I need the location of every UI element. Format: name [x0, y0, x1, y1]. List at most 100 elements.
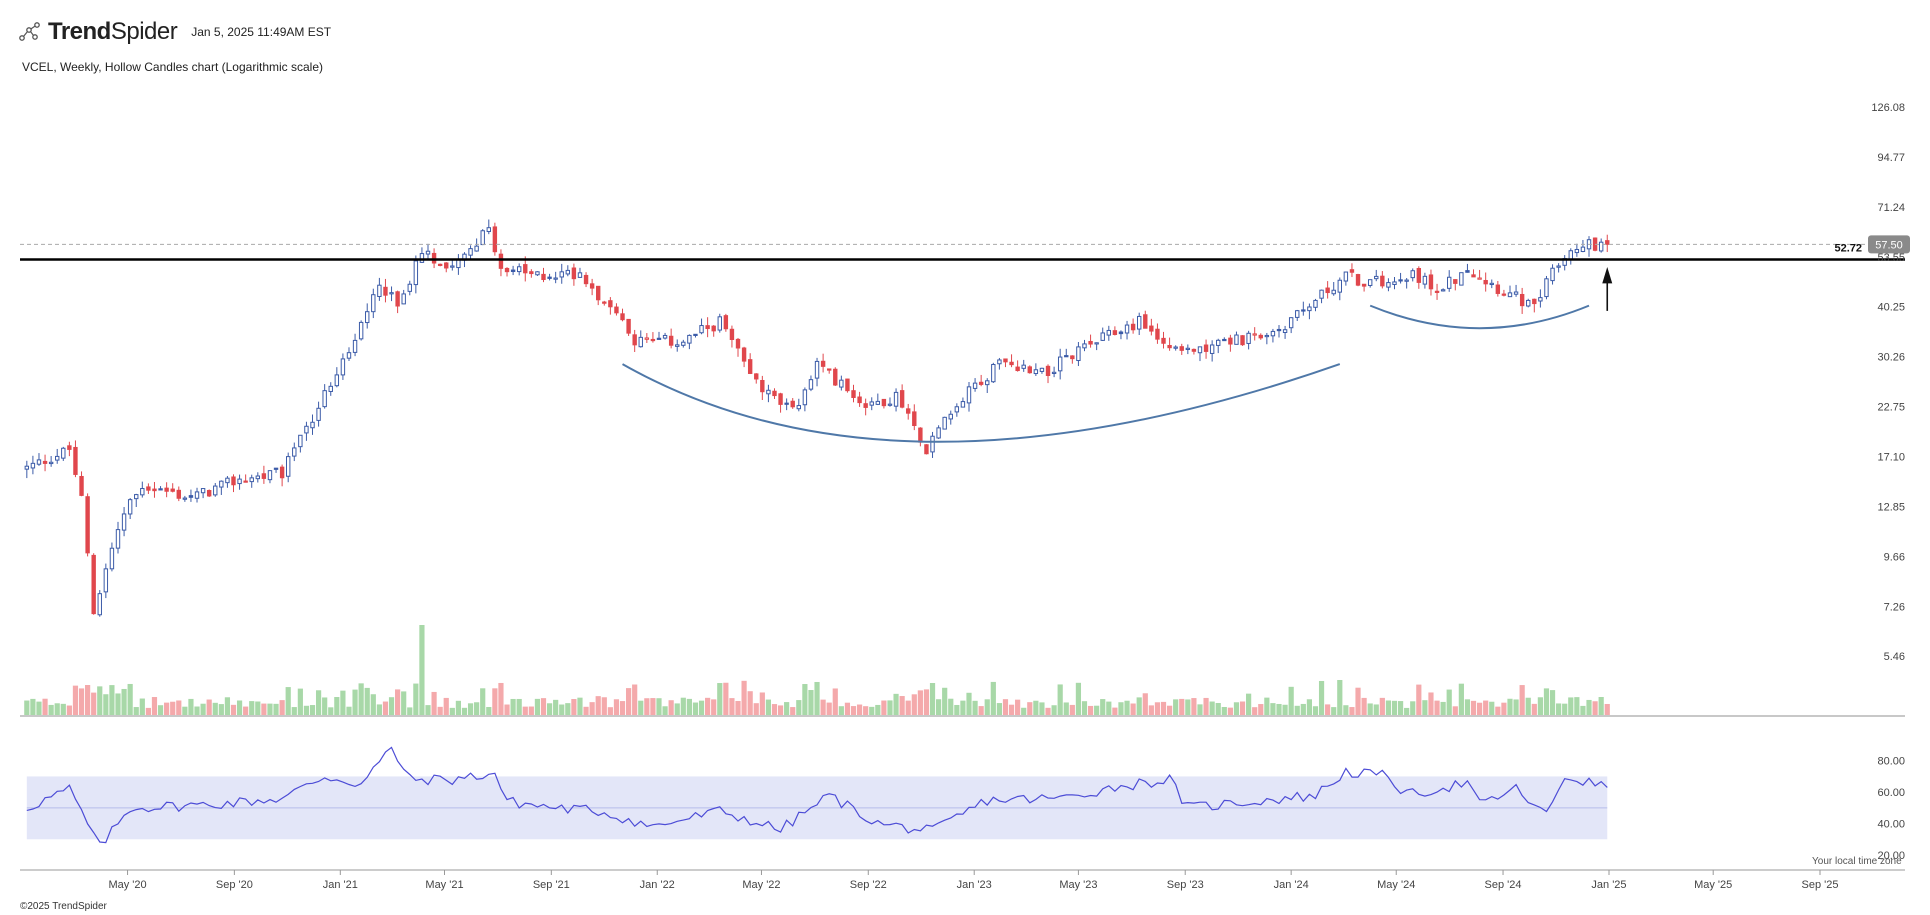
up-arrow-icon	[1602, 267, 1613, 284]
volume-bar	[72, 685, 79, 715]
price-tick-label: 9.66	[1884, 551, 1905, 563]
candle-body	[1057, 356, 1063, 372]
volume-bar	[1057, 684, 1063, 715]
candle-body	[1337, 279, 1342, 293]
volume-bar	[115, 693, 121, 715]
candle-body	[213, 485, 218, 496]
volume-bar	[1264, 697, 1270, 715]
volume-bar	[917, 690, 923, 715]
volume-bar	[364, 687, 370, 715]
candle-body	[1209, 344, 1215, 354]
volume-bar	[747, 691, 753, 715]
candle-body	[802, 389, 808, 406]
x-tick-label: Jan '22	[640, 879, 675, 891]
volume-bar	[565, 703, 571, 715]
candle-body	[188, 495, 194, 498]
volume-bar	[607, 707, 613, 715]
volume-bar	[820, 699, 826, 715]
volume-bar	[668, 700, 674, 715]
candle-body	[134, 494, 139, 500]
volume-bar	[315, 690, 322, 715]
volume-bar	[626, 688, 632, 715]
candle-body	[596, 285, 601, 301]
candle-body	[243, 480, 248, 483]
candle-body	[486, 227, 491, 233]
volume-bar	[455, 700, 461, 715]
candle-body	[395, 291, 400, 307]
volume-bar	[1069, 704, 1075, 715]
volume-bar	[1379, 697, 1385, 715]
volume-bar	[692, 702, 699, 715]
candle-body	[1130, 323, 1136, 331]
candle-body	[1404, 279, 1409, 282]
volume-bar	[613, 699, 620, 715]
volume-bar	[236, 700, 243, 715]
volume-bar	[905, 700, 911, 715]
volume-bar	[881, 700, 887, 715]
labels-layer: 126.08 94.77 71.24 53.55 40.25 30.26 22.75 17.1…	[108, 102, 1910, 891]
candle-body	[1598, 241, 1604, 252]
price-tick-label: 94.77	[1877, 152, 1905, 164]
volume-bar	[498, 682, 504, 715]
candle-body	[869, 401, 874, 406]
volume-bar	[1002, 699, 1009, 715]
candle-body	[389, 292, 394, 295]
candle-body	[55, 455, 60, 461]
volume-bar	[151, 697, 158, 715]
candle-body	[298, 434, 303, 448]
candle-body	[492, 226, 498, 253]
candle-body	[1203, 344, 1209, 352]
volume-bar	[1209, 701, 1215, 715]
volume-bar	[923, 689, 930, 715]
candle-body	[1301, 309, 1306, 312]
volume-bar	[705, 697, 711, 715]
volume-bar	[546, 703, 553, 715]
candle-body	[863, 403, 868, 408]
volume-bar	[1337, 680, 1343, 715]
candle-body	[960, 401, 966, 408]
brand-name: TrendSpider	[48, 18, 178, 46]
volume-bar	[1100, 699, 1106, 715]
volume-bar	[1452, 706, 1458, 715]
candle-body	[498, 253, 504, 269]
volume-bar	[212, 702, 218, 715]
volume-bar	[948, 698, 954, 715]
annotation-layer	[20, 243, 1905, 443]
candle-body	[292, 447, 297, 457]
candle-body	[826, 368, 832, 371]
volume-bar	[1422, 700, 1428, 715]
candle-body	[30, 462, 36, 469]
volume-bar	[1015, 699, 1021, 715]
candle-body	[778, 393, 783, 405]
candle-body	[1167, 344, 1172, 349]
volume-bar	[1160, 701, 1167, 715]
support-line-label: 52.72	[1834, 243, 1862, 255]
volume-bar	[753, 703, 759, 715]
volume-bar	[644, 698, 650, 715]
candle-body	[152, 488, 157, 492]
volume-bar	[595, 696, 601, 715]
candle-body	[644, 337, 650, 340]
volume-bar	[358, 683, 364, 715]
candle-body	[1282, 329, 1288, 333]
candle-body	[747, 359, 753, 374]
candle-body	[249, 477, 254, 483]
candle-body	[1070, 355, 1075, 360]
candle-body	[103, 568, 109, 593]
candle-body	[881, 398, 887, 407]
candle-body	[754, 373, 759, 380]
candle-body	[1106, 329, 1112, 336]
volume-bar	[97, 686, 103, 715]
candle-body	[729, 328, 735, 341]
candle-body	[176, 489, 181, 499]
candle-body	[924, 444, 929, 455]
candle-body	[1252, 333, 1257, 336]
candle-body	[158, 488, 163, 491]
volume-bar	[352, 689, 358, 715]
candle-body	[1276, 328, 1282, 332]
candle-body	[352, 339, 358, 353]
x-tick-label: May '24	[1377, 879, 1415, 891]
local-time-note: Your local time zone	[1812, 856, 1902, 867]
candle-body	[796, 405, 801, 410]
